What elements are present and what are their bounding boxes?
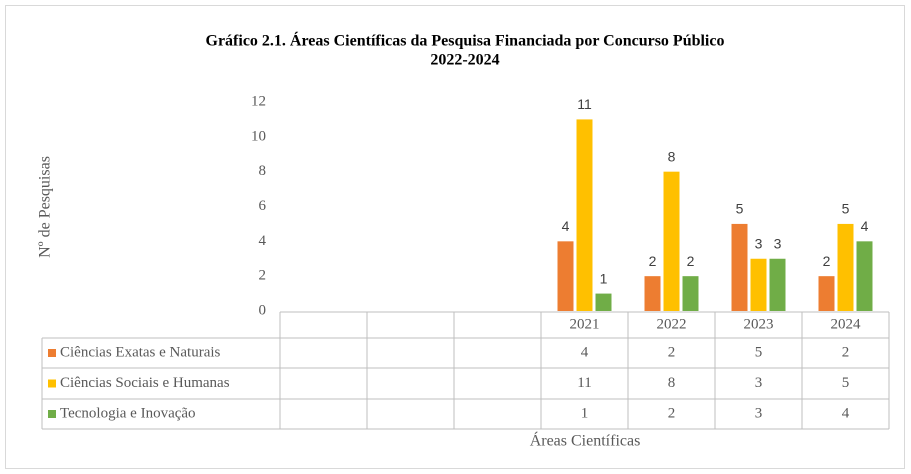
table-value: 4	[581, 344, 589, 360]
y-tick-label: 0	[259, 302, 267, 318]
data-label: 2	[687, 253, 695, 269]
data-label: 2	[823, 253, 831, 269]
bar	[576, 119, 593, 312]
table-value: 5	[842, 375, 850, 391]
bar	[644, 276, 661, 311]
chart-subtitle: 2022-2024	[430, 52, 499, 69]
y-tick-label: 4	[259, 233, 267, 249]
table-value: 1	[581, 405, 589, 421]
table-value: 5	[755, 344, 763, 360]
y-tick-label: 8	[259, 163, 267, 179]
bar	[731, 223, 748, 311]
chart-title: Gráfico 2.1. Áreas Científicas da Pesqui…	[206, 31, 725, 50]
bar	[557, 241, 574, 311]
bar	[663, 171, 680, 311]
bar	[769, 258, 786, 311]
data-label: 11	[577, 96, 592, 112]
table-value: 2	[668, 344, 676, 360]
table-value: 11	[577, 375, 591, 391]
legend-swatch	[48, 379, 56, 388]
bar	[750, 258, 767, 311]
data-label: 5	[736, 201, 744, 217]
data-label: 3	[755, 235, 763, 251]
y-axis-title: Nº de Pesquisas	[37, 156, 54, 258]
data-label: 1	[600, 270, 608, 286]
y-tick-label: 10	[251, 128, 266, 144]
data-label: 2	[649, 253, 657, 269]
table-value: 8	[668, 375, 676, 391]
legend-label: Ciências Exatas e Naturais	[60, 344, 221, 360]
y-tick-label: 6	[259, 198, 267, 214]
y-tick-label: 2	[259, 268, 267, 284]
x-tick-label: 2024	[831, 316, 862, 332]
bar	[837, 223, 854, 311]
x-tick-label: 2022	[657, 316, 687, 332]
legend-swatch	[48, 410, 56, 418]
data-label: 5	[842, 201, 850, 217]
bar	[856, 241, 873, 311]
bar	[818, 276, 835, 311]
legend-label: Ciências Sociais e Humanas	[60, 375, 230, 391]
data-label: 3	[774, 235, 782, 251]
y-tick-label: 12	[251, 93, 266, 109]
table-value: 2	[668, 405, 676, 421]
table-value: 2	[842, 344, 850, 360]
data-label: 4	[562, 218, 570, 234]
table-value: 3	[755, 375, 763, 391]
x-tick-label: 2021	[570, 316, 600, 332]
table-value: 3	[755, 405, 763, 421]
data-label: 4	[861, 218, 869, 234]
bar	[682, 276, 699, 311]
x-tick-label: 2023	[744, 316, 774, 332]
x-axis-title: Áreas Científicas	[530, 431, 641, 450]
data-label: 8	[668, 148, 676, 164]
table-value: 4	[842, 405, 850, 421]
legend-label: Tecnologia e Inovação	[60, 405, 196, 421]
chart-frame	[5, 5, 905, 469]
legend-swatch	[48, 349, 56, 357]
bar	[595, 293, 612, 311]
